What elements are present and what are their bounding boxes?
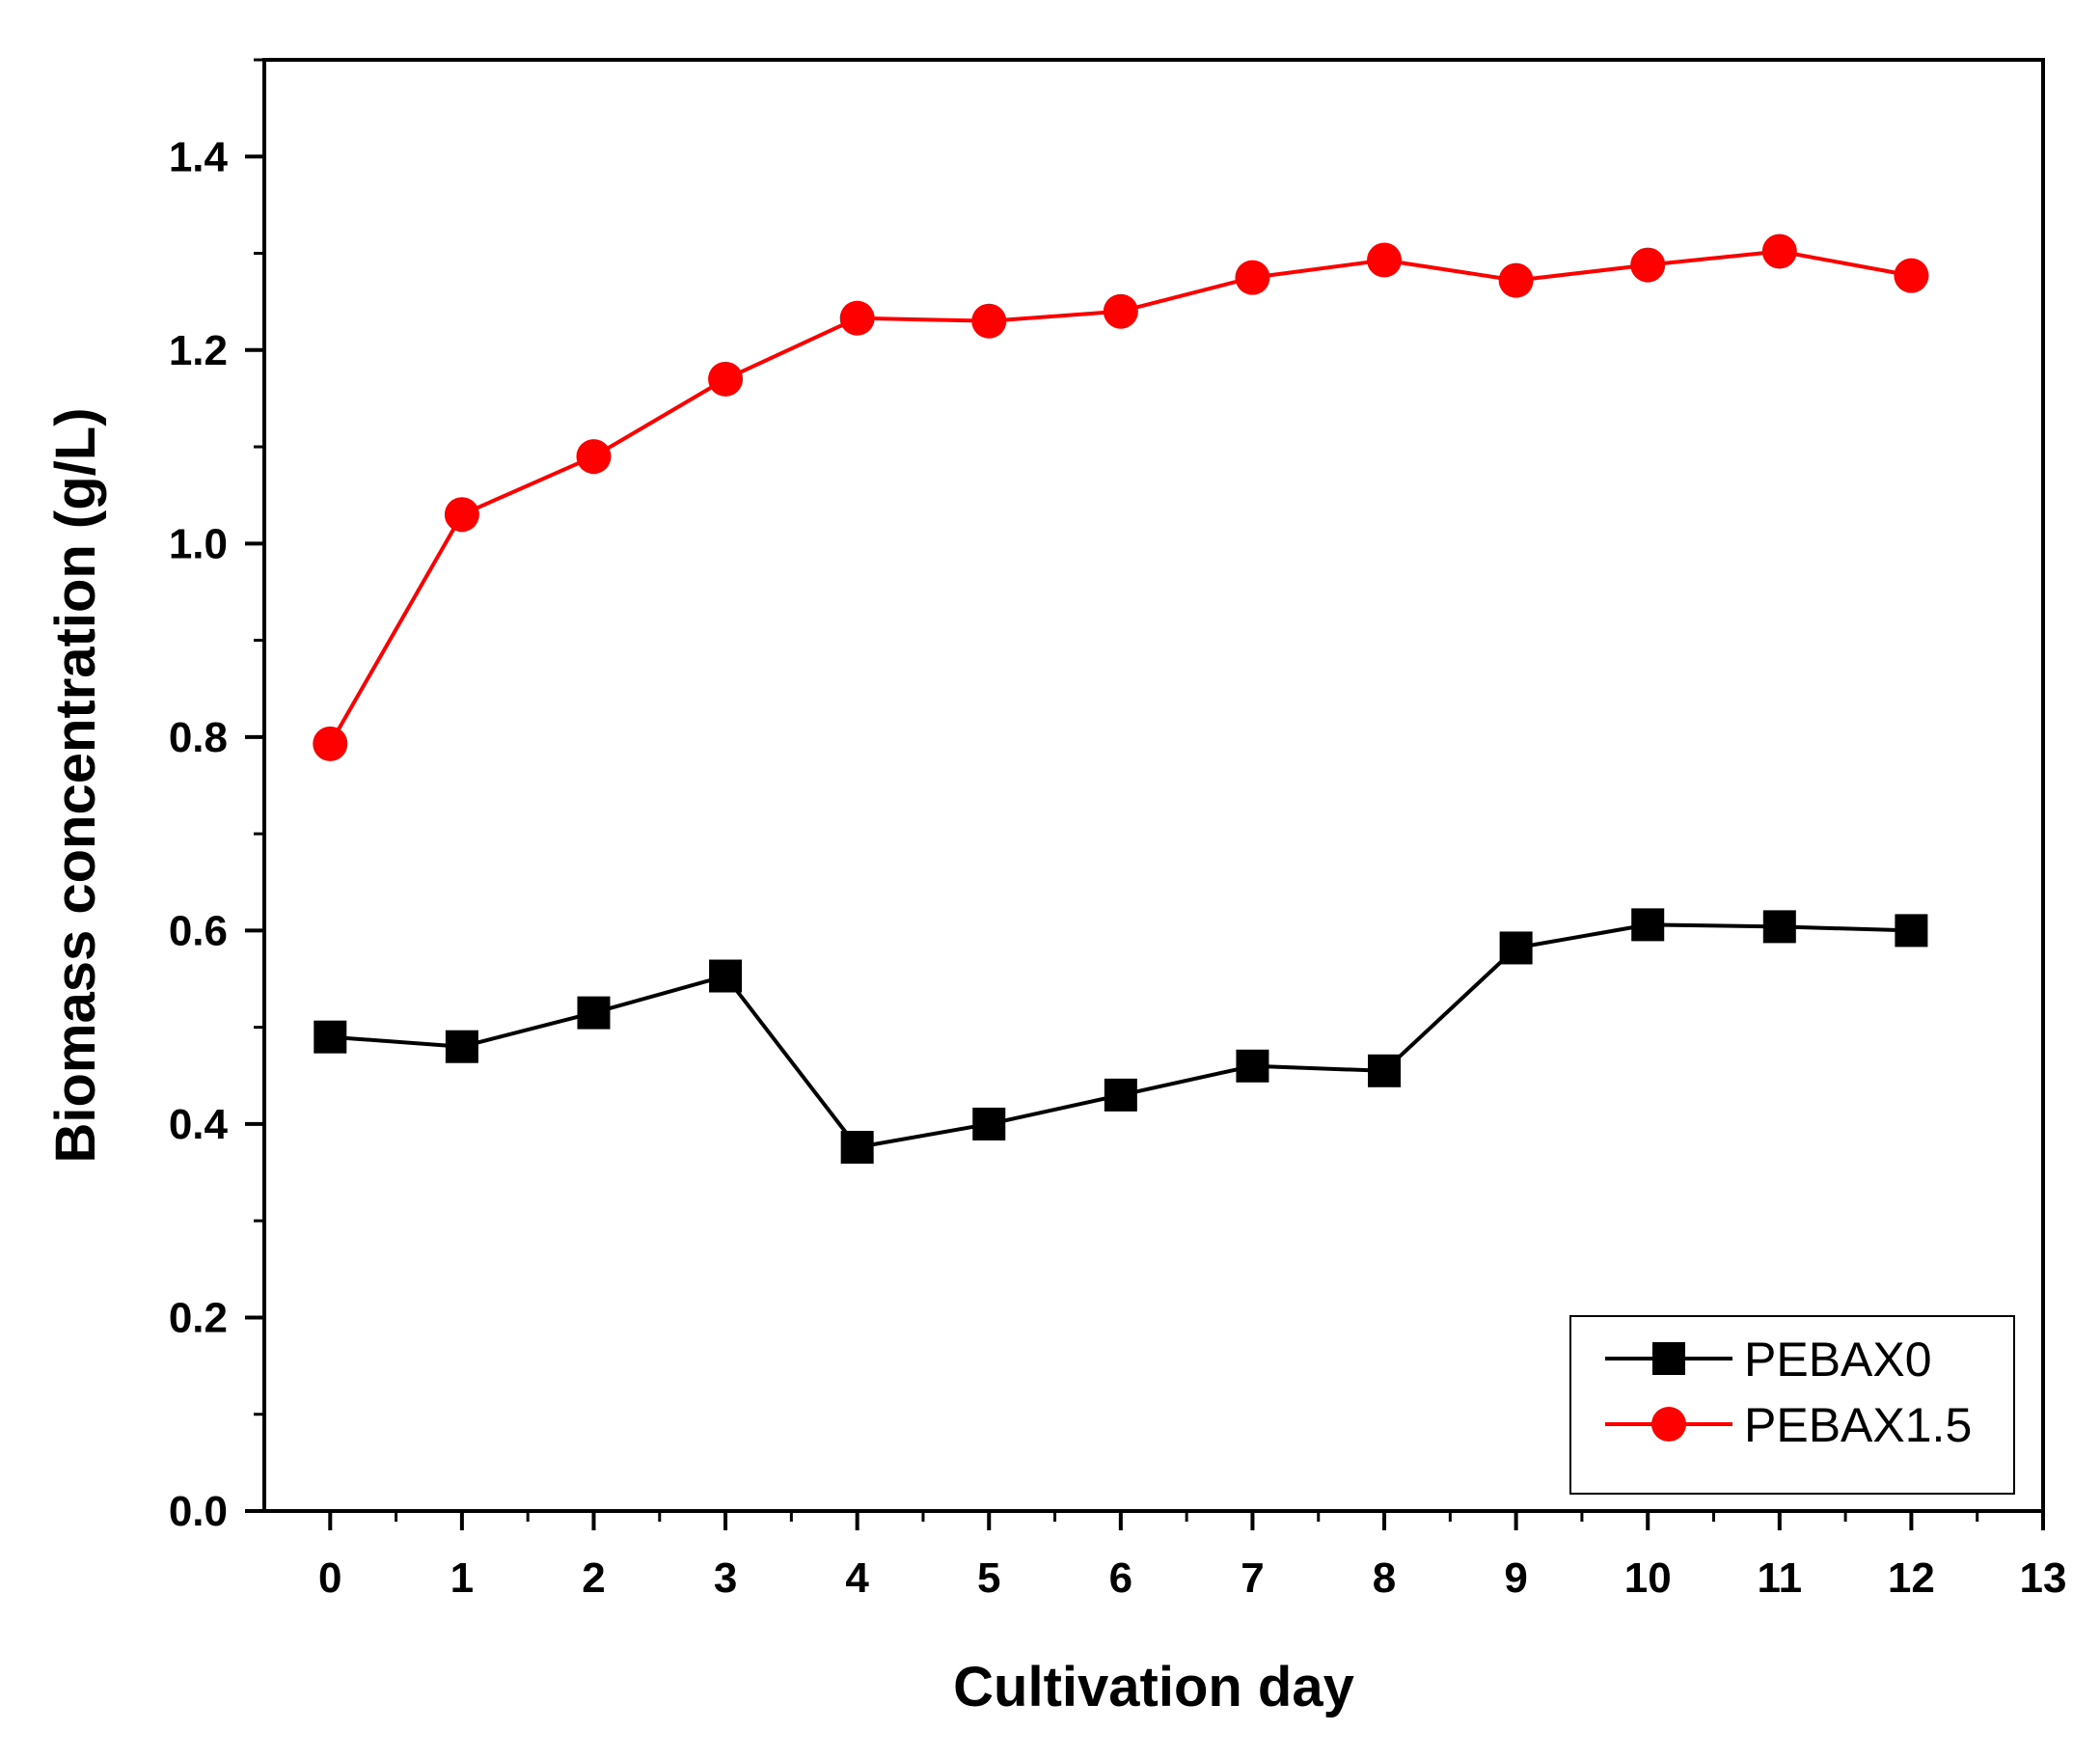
y-tick-label: 0.4 — [169, 1101, 229, 1148]
x-tick-label: 12 — [1888, 1554, 1935, 1602]
x-tick-label: 8 — [1373, 1554, 1396, 1602]
x-tick-label: 4 — [845, 1554, 869, 1602]
x-tick-label: 3 — [714, 1554, 737, 1602]
data-point-pebax0 — [1499, 931, 1533, 965]
data-point-pebax15 — [444, 497, 479, 533]
data-point-pebax0 — [1104, 1078, 1137, 1112]
data-point-pebax15 — [1103, 293, 1138, 329]
data-point-pebax0 — [972, 1107, 1006, 1141]
data-point-pebax15 — [576, 439, 612, 475]
data-point-pebax0 — [840, 1130, 874, 1164]
y-axis: 0.0 0.2 0.4 0.6 0.8 1.0 1.2 1.4 — [169, 58, 264, 1535]
data-point-pebax15 — [1630, 247, 1666, 283]
x-tick-label: 2 — [582, 1554, 605, 1602]
y-tick-label: 0.6 — [169, 907, 228, 954]
x-tick-label: 7 — [1241, 1554, 1264, 1602]
x-tick-label: 6 — [1109, 1554, 1132, 1602]
data-point-pebax15 — [1894, 258, 1929, 293]
x-axis-title: Cultivation day — [953, 1656, 1354, 1718]
data-point-pebax0 — [314, 1020, 347, 1054]
x-tick-label: 13 — [2020, 1554, 2067, 1602]
data-point-pebax15 — [708, 361, 744, 397]
data-point-pebax15 — [313, 726, 348, 761]
x-tick-label: 1 — [450, 1554, 474, 1602]
y-axis-title: Biomass concentration (g/L) — [44, 407, 107, 1163]
data-point-pebax0 — [1368, 1054, 1402, 1087]
x-tick-label: 9 — [1504, 1554, 1527, 1602]
data-point-pebax15 — [971, 303, 1007, 339]
x-tick-label: 5 — [977, 1554, 1000, 1602]
legend-marker-pebax15 — [1651, 1407, 1686, 1442]
data-point-pebax15 — [839, 300, 875, 336]
legend-marker-pebax0 — [1652, 1342, 1685, 1375]
x-tick-label: 11 — [1758, 1554, 1803, 1602]
data-point-pebax0 — [1236, 1049, 1269, 1083]
legend-label-pebax0: PEBAX0 — [1744, 1333, 1932, 1387]
data-point-pebax0 — [1631, 908, 1665, 942]
series-line-pebax0 — [330, 922, 1912, 1149]
data-point-pebax15 — [1235, 260, 1270, 295]
data-point-pebax15 — [1498, 262, 1534, 298]
data-point-pebax0 — [445, 1030, 478, 1063]
legend-box — [1569, 1315, 2015, 1495]
data-point-pebax15 — [1367, 242, 1403, 278]
x-tick-label: 10 — [1624, 1554, 1672, 1602]
x-axis: 0 1 2 3 4 5 6 7 8 9 10 11 12 13 — [318, 1511, 2066, 1602]
data-point-pebax0 — [577, 996, 611, 1030]
legend-label-pebax15: PEBAX1.5 — [1744, 1398, 1972, 1452]
y-tick-label: 0.8 — [169, 714, 228, 761]
y-tick-label: 0.0 — [169, 1488, 228, 1535]
plot-frame — [262, 58, 2045, 1513]
series-layer — [313, 234, 1929, 1164]
data-point-pebax15 — [1761, 234, 1797, 269]
x-tick-label: 0 — [318, 1554, 341, 1602]
data-point-pebax0 — [709, 959, 743, 993]
y-tick-label: 1.2 — [169, 327, 228, 374]
data-point-pebax0 — [1762, 910, 1796, 944]
data-point-pebax0 — [1895, 914, 1928, 948]
y-tick-label: 1.4 — [169, 133, 229, 180]
y-tick-label: 1.0 — [169, 520, 228, 567]
y-tick-label: 0.2 — [169, 1294, 228, 1341]
legend: PEBAX0 PEBAX1.5 — [1569, 1315, 2015, 1495]
